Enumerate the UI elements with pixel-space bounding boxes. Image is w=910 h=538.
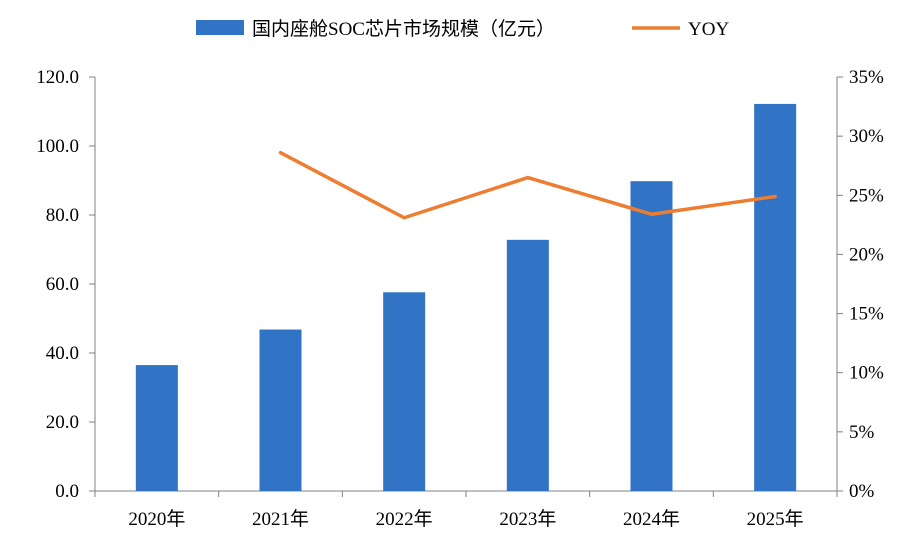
bar-series — [135, 103, 797, 491]
left-tick-label: 120.0 — [36, 67, 79, 88]
category-label: 2020年 — [128, 508, 185, 530]
category-label: 2021年 — [252, 508, 309, 530]
right-tick-label: 30% — [849, 126, 884, 147]
legend-bar-label: 国内座舱SOC芯片市场规模（亿元） — [252, 18, 555, 40]
bar-2020年 — [135, 365, 178, 491]
category-label: 2023年 — [499, 508, 556, 530]
left-tick-label: 100.0 — [36, 136, 79, 157]
bar-2024年 — [630, 181, 673, 491]
legend-bar-swatch — [196, 20, 244, 35]
bar-2021年 — [259, 329, 302, 491]
left-tick-label: 60.0 — [46, 274, 79, 295]
bar-2025年 — [754, 103, 797, 491]
legend-line-label: YOY — [688, 19, 729, 40]
axes — [89, 76, 843, 497]
right-tick-label: 0% — [849, 481, 875, 502]
right-tick-label: 15% — [849, 304, 884, 325]
bar-2023年 — [506, 239, 549, 491]
left-tick-label: 80.0 — [46, 205, 79, 226]
legend: 国内座舱SOC芯片市场规模（亿元） YOY — [196, 18, 729, 40]
right-tick-label: 25% — [849, 185, 884, 206]
yoy-line — [278, 150, 777, 220]
bar-2022年 — [383, 292, 426, 491]
left-tick-label: 20.0 — [46, 412, 79, 433]
tick-labels: 0.0 20.0 40.0 60.0 80.0 100.0 120.0 0% 5% 10% 15% 2… — [36, 67, 884, 530]
category-label: 2025年 — [747, 508, 804, 530]
right-tick-label: 20% — [849, 244, 884, 265]
right-tick-label: 35% — [849, 67, 884, 88]
right-tick-label: 5% — [849, 422, 875, 443]
right-tick-label: 10% — [849, 363, 884, 384]
left-tick-label: 40.0 — [46, 343, 79, 364]
line-series — [278, 150, 777, 220]
category-label: 2024年 — [623, 508, 680, 530]
category-label: 2022年 — [376, 508, 433, 530]
left-tick-label: 0.0 — [55, 481, 79, 502]
